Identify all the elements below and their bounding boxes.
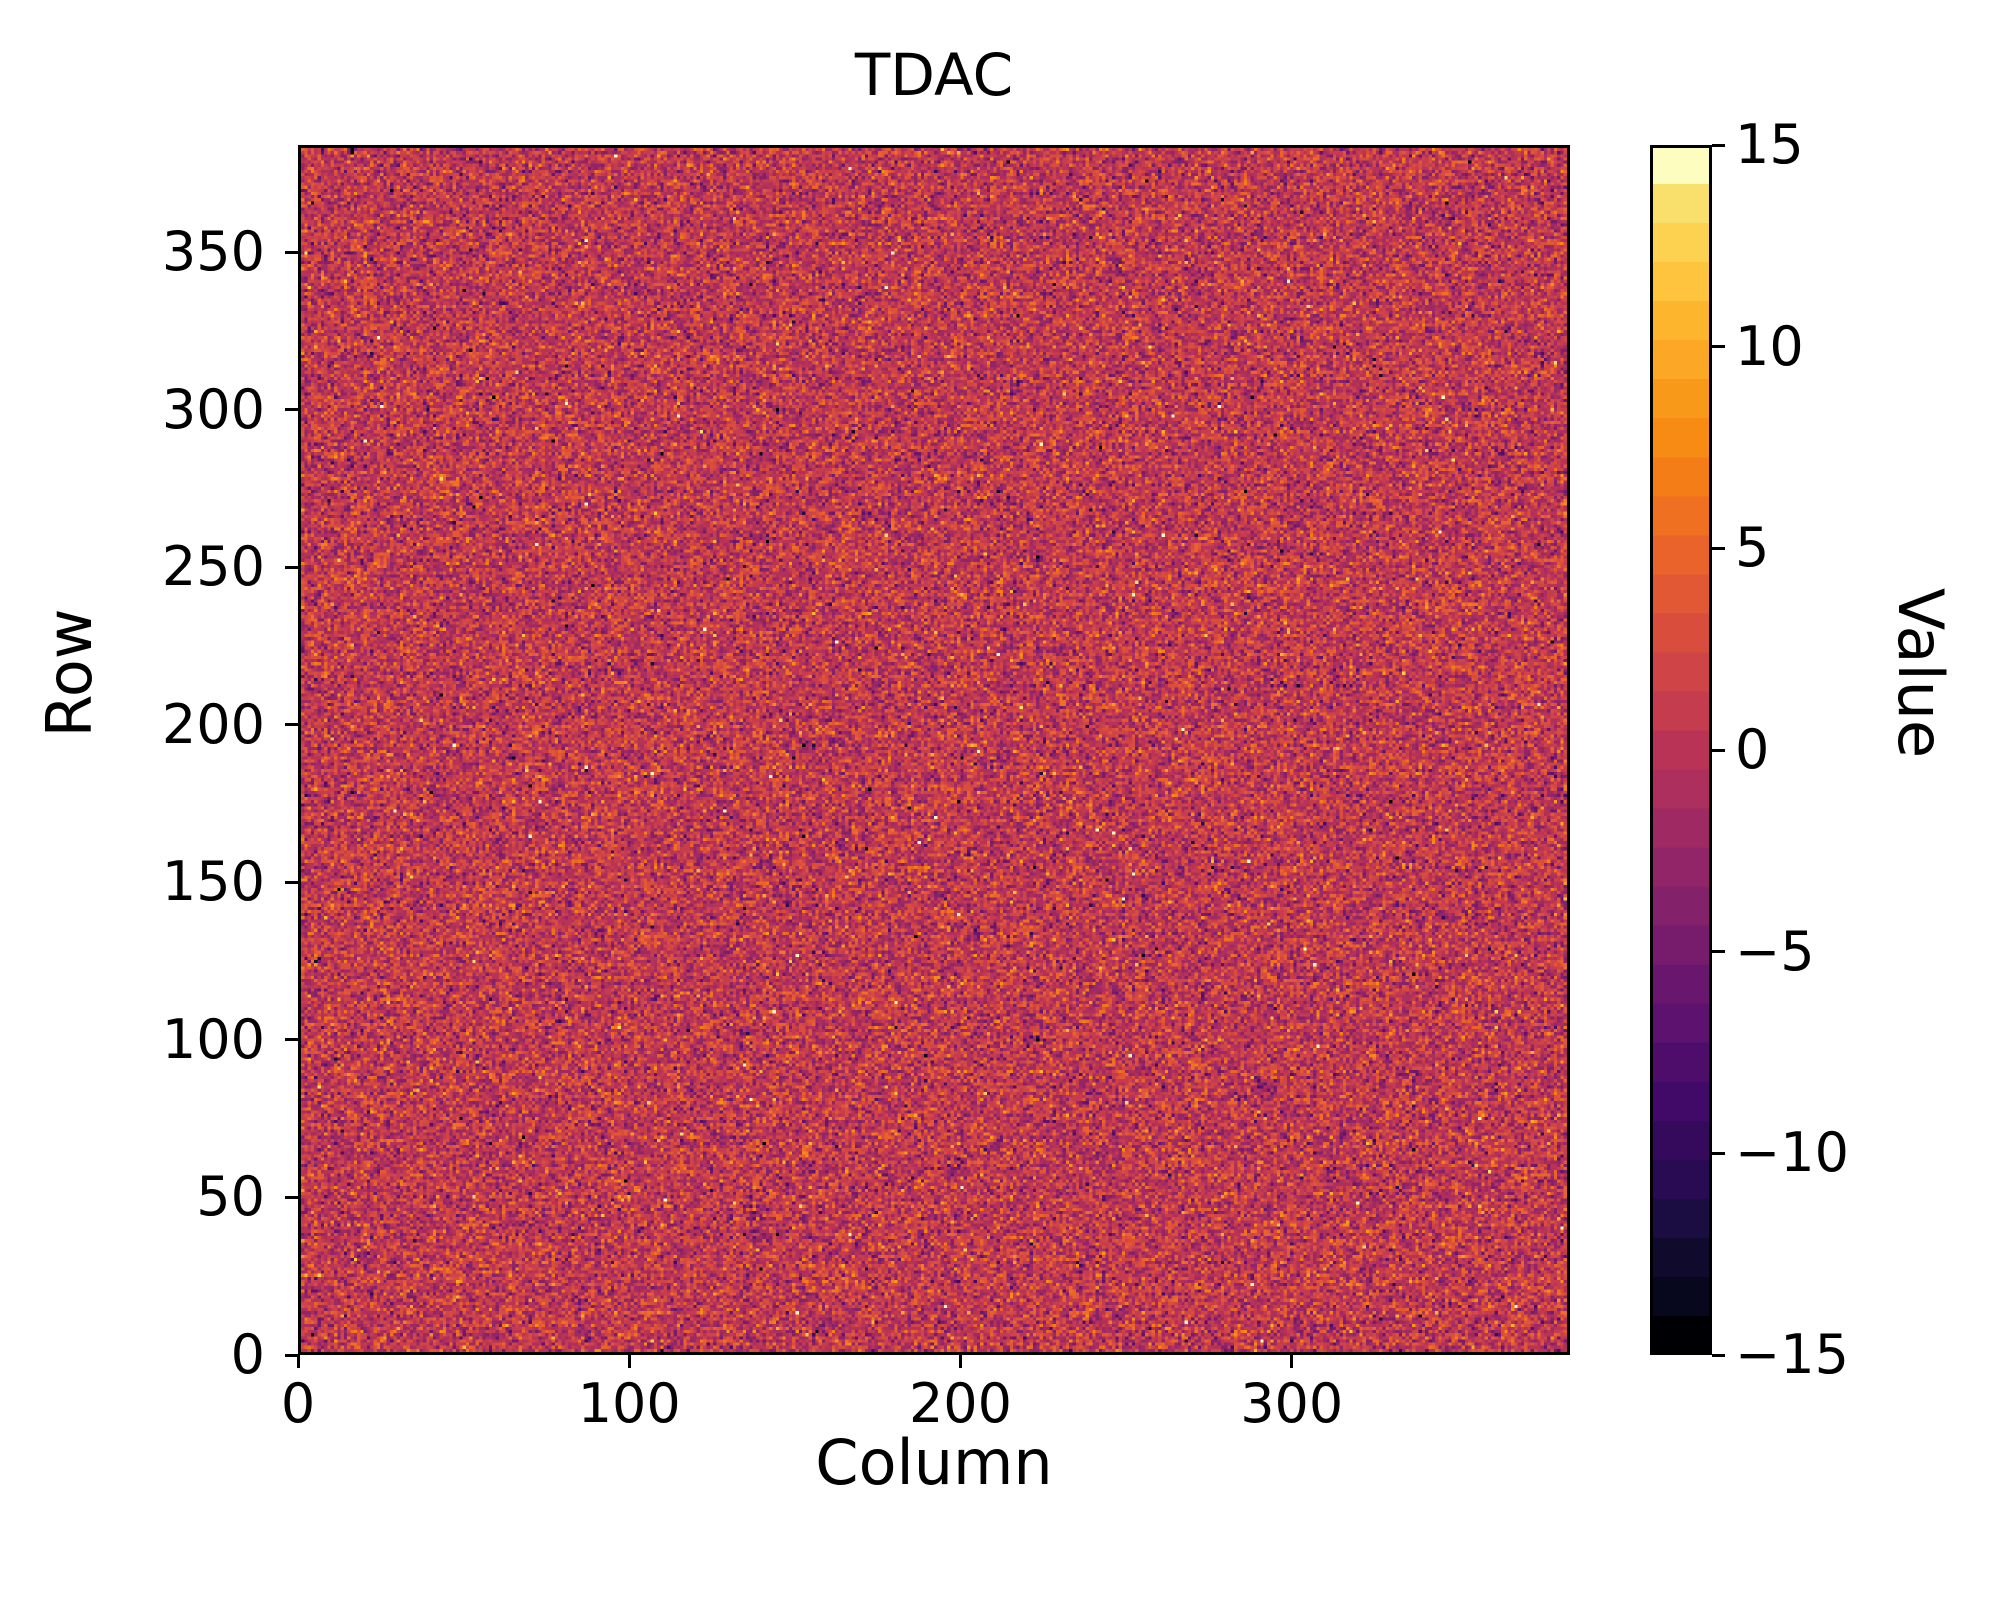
x-tick-label: 0 (280, 1372, 316, 1435)
y-tick-label: 250 (161, 535, 265, 599)
heatmap-plot-area[interactable] (298, 145, 1570, 1355)
y-tick-mark (285, 1353, 298, 1357)
chart-title: TDAC (854, 41, 1014, 109)
colorbar-tick-mark (1712, 1151, 1725, 1155)
x-axis-label: Column (815, 1426, 1053, 1499)
colorbar[interactable] (1650, 145, 1712, 1355)
y-tick-mark (285, 565, 298, 569)
x-tick-label: 300 (1240, 1372, 1344, 1435)
colorbar-tick-label: −10 (1735, 1121, 1849, 1185)
y-tick-label: 300 (161, 377, 265, 441)
y-tick-mark (285, 723, 298, 727)
colorbar-tick-label: 5 (1735, 516, 1770, 580)
colorbar-tick-label: 10 (1735, 314, 1804, 378)
colorbar-tick-label: −5 (1735, 919, 1815, 983)
colorbar-tick-label: 0 (1735, 718, 1770, 781)
y-tick-mark (285, 880, 298, 884)
heatmap-image (301, 148, 1567, 1352)
y-tick-label: 200 (161, 692, 265, 756)
colorbar-tick-mark (1712, 748, 1725, 752)
x-tick-mark (296, 1355, 300, 1368)
y-tick-label: 50 (196, 1165, 265, 1229)
y-tick-label: 100 (161, 1007, 265, 1071)
y-tick-mark (285, 250, 298, 254)
colorbar-gradient (1650, 145, 1712, 1355)
colorbar-tick-mark (1712, 143, 1725, 147)
x-tick-mark (959, 1355, 962, 1368)
colorbar-tick-mark (1712, 1353, 1725, 1357)
y-tick-label: 150 (161, 850, 265, 914)
colorbar-tick-mark (1712, 546, 1725, 550)
colorbar-label: Value (1884, 587, 1957, 759)
colorbar-tick-mark (1712, 950, 1725, 954)
x-tick-label: 100 (577, 1372, 681, 1435)
colorbar-tick-label: 15 (1735, 113, 1804, 176)
x-tick-mark (627, 1355, 631, 1368)
y-tick-label: 350 (161, 220, 265, 284)
y-tick-label: 0 (230, 1323, 265, 1386)
colorbar-tick-label: −15 (1735, 1323, 1849, 1386)
y-tick-mark (285, 1195, 298, 1199)
x-tick-mark (1290, 1355, 1294, 1368)
y-tick-mark (285, 1038, 298, 1042)
colorbar-tick-mark (1712, 345, 1725, 349)
x-tick-label: 200 (908, 1372, 1013, 1435)
y-tick-mark (285, 408, 298, 412)
